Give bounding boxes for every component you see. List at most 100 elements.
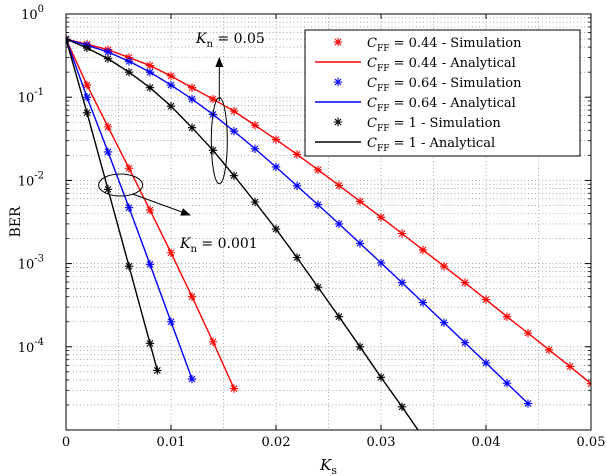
series-group — [66, 34, 533, 408]
data-point — [250, 121, 260, 130]
data-point — [418, 298, 428, 307]
series-layer — [66, 34, 591, 441]
legend-entry: CFF = 0.64 - Simulation — [333, 76, 522, 94]
x-tick-label: 0.03 — [367, 435, 396, 450]
data-point — [397, 278, 407, 287]
data-point — [523, 328, 533, 338]
data-point — [187, 94, 197, 104]
data-point — [397, 402, 407, 412]
annotation-kn-005: Kn = 0.05 — [195, 31, 265, 50]
legend-label: CFF = 0.44 - Simulation — [367, 36, 522, 54]
y-tick-label: 100 — [21, 4, 44, 23]
data-point — [166, 101, 176, 111]
y-axis-label: BER — [8, 206, 24, 238]
data-point — [355, 239, 365, 248]
data-point — [355, 197, 365, 206]
data-point — [145, 67, 155, 77]
data-point — [208, 337, 218, 346]
annotation-layer: Kn = 0.05 Kn = 0.001 — [98, 31, 265, 255]
data-point — [502, 379, 512, 388]
data-point — [103, 185, 113, 194]
legend-entry: CFF = 0.64 - Analytical — [315, 96, 516, 114]
data-point — [481, 358, 491, 368]
data-point — [250, 144, 260, 153]
data-point — [208, 94, 218, 104]
legend-entry: CFF = 0.44 - Analytical — [315, 56, 516, 74]
data-point — [313, 165, 323, 175]
data-point — [187, 374, 197, 384]
data-point — [376, 213, 386, 222]
series-group — [66, 34, 427, 441]
data-point — [460, 338, 470, 347]
legend-label: CFF = 0.44 - Analytical — [367, 56, 516, 74]
legend-label: CFF = 1 - Simulation — [367, 116, 501, 134]
data-point — [103, 122, 113, 132]
data-point — [292, 181, 302, 191]
annotation-kn-0001: Kn = 0.001 — [179, 236, 258, 255]
series-group — [66, 34, 162, 375]
legend-label: CFF = 0.64 - Analytical — [367, 96, 516, 114]
axis-labels: Ks BER — [8, 206, 337, 476]
data-point — [124, 164, 134, 173]
data-point — [418, 245, 428, 255]
data-point — [334, 312, 344, 321]
data-point — [103, 54, 113, 63]
plot-frame — [65, 13, 592, 431]
data-point — [145, 61, 155, 70]
data-point — [229, 384, 239, 393]
series-line — [66, 38, 419, 430]
legend-entry: CFF = 0.44 - Simulation — [333, 36, 522, 54]
data-point — [145, 205, 155, 215]
data-point — [124, 67, 134, 77]
data-point — [292, 150, 302, 159]
legend-label: CFF = 0.64 - Simulation — [367, 76, 522, 94]
series-group — [66, 34, 239, 393]
series-group — [66, 34, 197, 384]
data-point — [166, 71, 176, 81]
legend-label: CFF = 1 - Analytical — [367, 136, 495, 154]
data-point — [229, 127, 239, 136]
data-point — [124, 262, 134, 271]
data-point — [229, 106, 239, 116]
data-point — [419, 433, 427, 441]
data-point — [153, 366, 162, 375]
x-tick-label: 0 — [62, 435, 70, 450]
y-tick-label: 10-2 — [18, 170, 44, 189]
y-tick-label: 10-3 — [18, 254, 44, 273]
data-point — [271, 224, 281, 234]
axis-ticks: 0 0.01 0.02 0.03 0.04 0.05 100 10-1 10-2 10-3 10-4 — [18, 4, 606, 450]
data-point — [439, 262, 449, 271]
data-point — [82, 43, 92, 53]
legend-entry: CFF = 1 - Simulation — [333, 116, 501, 134]
data-point — [187, 83, 197, 92]
data-point — [166, 317, 176, 326]
data-point — [250, 197, 260, 207]
data-point — [376, 258, 386, 268]
legend: CFF = 0.44 - Simulation CFF = 0.44 - Anal… — [304, 29, 581, 157]
data-point — [523, 399, 533, 408]
data-point — [166, 248, 176, 257]
data-point — [103, 147, 113, 157]
data-point — [502, 312, 512, 321]
data-point — [376, 373, 386, 382]
data-point — [271, 162, 281, 172]
data-point — [166, 80, 176, 90]
data-point — [313, 200, 323, 209]
legend-marker — [333, 117, 343, 127]
data-point — [82, 93, 92, 102]
series-line — [66, 38, 159, 371]
data-point — [313, 283, 323, 292]
data-point — [103, 47, 113, 57]
data-point — [271, 135, 281, 144]
data-point — [187, 292, 197, 301]
legend-marker — [333, 77, 343, 87]
data-point — [439, 318, 449, 327]
legend-box — [304, 29, 581, 157]
group-arrow-kn-0001 — [132, 193, 191, 216]
data-point — [229, 171, 239, 180]
legend-marker — [333, 37, 343, 47]
data-point — [292, 253, 302, 262]
data-point — [397, 229, 407, 238]
data-point — [481, 295, 491, 304]
